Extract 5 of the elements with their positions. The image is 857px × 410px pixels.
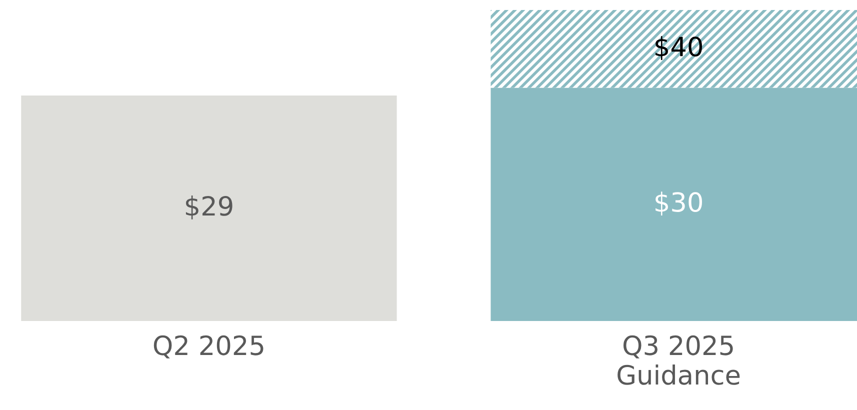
x-tick-label: Q2 2025 xyxy=(154,335,264,358)
data-label: $29 xyxy=(186,195,232,220)
x-tick-label: Q3 2025 Guidance xyxy=(618,335,740,385)
data-label: $30 xyxy=(656,192,702,216)
total-label: $40 xyxy=(656,36,702,60)
